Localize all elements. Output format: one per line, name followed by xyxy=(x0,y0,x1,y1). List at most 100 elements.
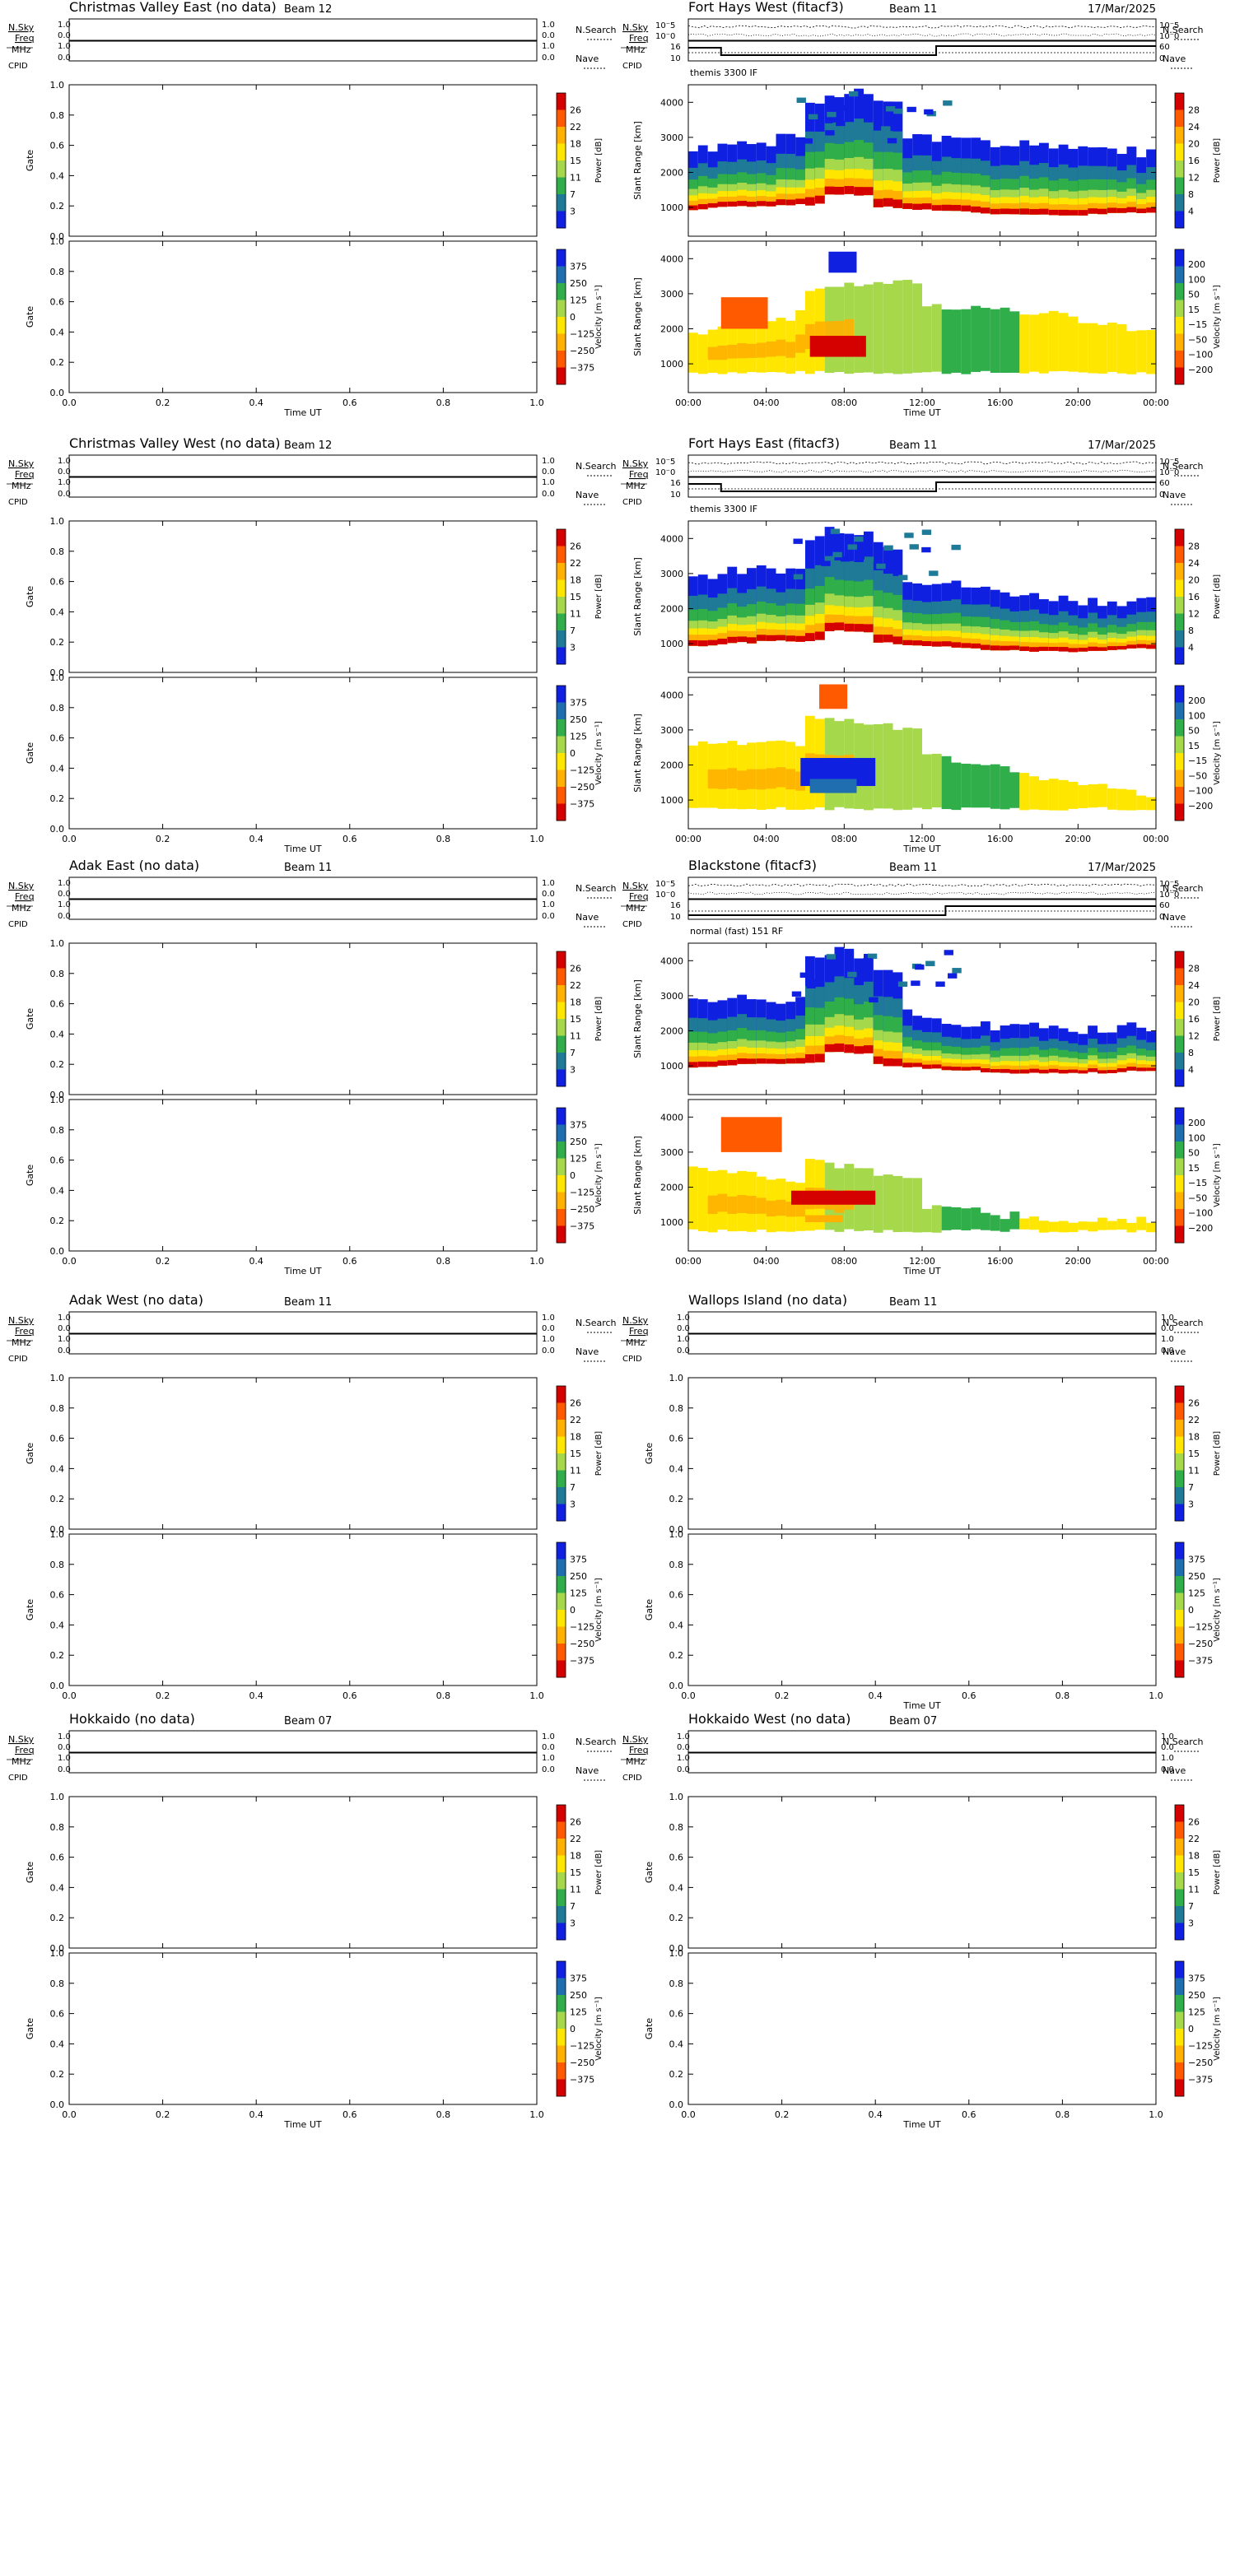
velocity-echo xyxy=(828,251,857,273)
x-tick-label: 0.4 xyxy=(249,1256,263,1267)
power-scale-label: 28 xyxy=(1188,542,1200,552)
power-echo xyxy=(776,1058,786,1064)
power-echo xyxy=(941,204,952,212)
velocity-echo xyxy=(922,754,932,810)
y-tick-label: 0.6 xyxy=(50,1434,65,1444)
power-echo xyxy=(805,188,815,206)
tick: 1.0 xyxy=(58,900,71,909)
plot-frame xyxy=(68,84,538,237)
nsearch-label: N.Search xyxy=(576,25,617,35)
x-tick-label: 1.0 xyxy=(1149,1690,1163,1701)
power-scale-swatch xyxy=(557,1420,566,1437)
nave-label: Nave xyxy=(1163,53,1186,64)
velocity-scale-swatch xyxy=(1175,2062,1184,2080)
velocity-scale-frame xyxy=(1174,685,1185,821)
velocity-scale-swatch xyxy=(557,266,566,284)
nave-label: Nave xyxy=(1163,490,1186,500)
velocity-scale-swatch xyxy=(1175,1559,1184,1577)
y-tick-label: 0.0 xyxy=(50,1524,65,1535)
velocity-scale-swatch xyxy=(557,719,566,737)
power-echo xyxy=(793,538,803,544)
date-label: 17/Mar/2025 xyxy=(1088,862,1156,874)
y-tick-label: 0.8 xyxy=(50,1822,65,1833)
velocity-echo xyxy=(756,342,767,358)
velocity-echo xyxy=(990,764,1000,809)
power-echo xyxy=(990,645,1000,651)
nave-label: Nave xyxy=(576,490,599,500)
y-tick-label: 0.0 xyxy=(50,1090,65,1100)
power-echo xyxy=(821,560,831,566)
velocity-scale-unit: Velocity [m s⁻¹] xyxy=(1213,285,1222,349)
velocity-scale-label: 15 xyxy=(1188,305,1200,315)
power-scale-label: 11 xyxy=(570,1031,581,1042)
velocity-scale-label: 50 xyxy=(1188,1148,1200,1159)
velocity-scale-swatch xyxy=(1175,1124,1184,1142)
power-scale-swatch xyxy=(1175,613,1184,631)
velocity-scale-swatch xyxy=(557,333,566,351)
freq-box xyxy=(68,1752,538,1774)
plot-frame xyxy=(68,1952,538,2105)
velocity-echo xyxy=(971,764,981,808)
power-echo xyxy=(854,624,864,632)
velocity-echo xyxy=(1126,331,1137,374)
x-tick-label: 0.4 xyxy=(868,2109,883,2120)
power-echo xyxy=(906,106,916,113)
velocity-scale-swatch xyxy=(557,283,566,300)
power-echo xyxy=(697,640,708,647)
velocity-echo xyxy=(1116,788,1127,811)
x-tick-label: 0.2 xyxy=(156,1256,170,1267)
x-tick-label: 1.0 xyxy=(529,2109,544,2120)
velocity-scale-swatch xyxy=(1175,1593,1184,1611)
power-echo xyxy=(1058,209,1069,216)
velocity-scale-swatch xyxy=(557,1576,566,1593)
tick: 1.0 xyxy=(58,42,71,51)
nsky-label: N.Sky xyxy=(622,881,649,891)
y-axis-label: Slant Range [km] xyxy=(632,979,643,1058)
velocity-echo xyxy=(883,283,893,374)
velocity-scale-swatch xyxy=(1175,1644,1184,1661)
power-scale-label: 26 xyxy=(1188,1398,1200,1409)
nsky-label: N.Sky xyxy=(8,1315,35,1326)
panel-title: Wallops Island (no data) xyxy=(688,1292,847,1308)
power-scale-label: 3 xyxy=(1188,1500,1194,1510)
y-tick-label: 3000 xyxy=(660,1147,683,1158)
velocity-echo xyxy=(1136,330,1147,373)
y-tick-label: 0.8 xyxy=(669,1403,684,1414)
power-scale-label: 18 xyxy=(570,575,581,586)
power-echo xyxy=(893,108,903,114)
power-echo xyxy=(688,639,698,646)
power-scale-swatch xyxy=(1175,1855,1184,1873)
velocity-scale-label: 50 xyxy=(1188,290,1200,300)
y-tick-label: 1000 xyxy=(660,795,683,806)
tick: 1.0 xyxy=(58,21,71,30)
y-tick-label: 0.2 xyxy=(669,2069,684,2080)
velocity-echo xyxy=(1078,1221,1088,1230)
power-scale-label: 18 xyxy=(570,139,581,150)
y-tick-label: 1000 xyxy=(660,1217,683,1228)
velocity-echo xyxy=(922,306,932,373)
power-scale-label: 3 xyxy=(570,1500,576,1510)
power-echo xyxy=(1136,644,1147,649)
y-axis-label: Gate xyxy=(25,1165,35,1187)
y-axis-label: Gate xyxy=(644,1599,655,1621)
freq-box xyxy=(687,899,1157,920)
power-echo xyxy=(1029,1068,1039,1073)
power-echo xyxy=(1098,647,1107,651)
power-echo xyxy=(1039,208,1049,215)
x-axis-label: Time UT xyxy=(283,844,321,854)
y-axis-label: Gate xyxy=(25,1599,35,1621)
power-echo xyxy=(885,106,896,112)
velocity-echo xyxy=(1098,783,1107,807)
power-echo xyxy=(832,551,842,558)
power-echo xyxy=(1078,648,1088,652)
power-echo xyxy=(1126,207,1137,213)
nave-tick: 0 xyxy=(1159,913,1164,922)
velocity-echo xyxy=(785,1202,796,1217)
power-echo xyxy=(806,983,816,988)
nsky-label: N.Sky xyxy=(8,881,35,891)
velocity-echo xyxy=(971,1207,981,1230)
tick: 0.0 xyxy=(542,1324,555,1333)
power-scale-swatch xyxy=(1175,1805,1184,1822)
power-echo xyxy=(826,954,837,960)
velocity-scale-label: −125 xyxy=(1188,2041,1213,2052)
